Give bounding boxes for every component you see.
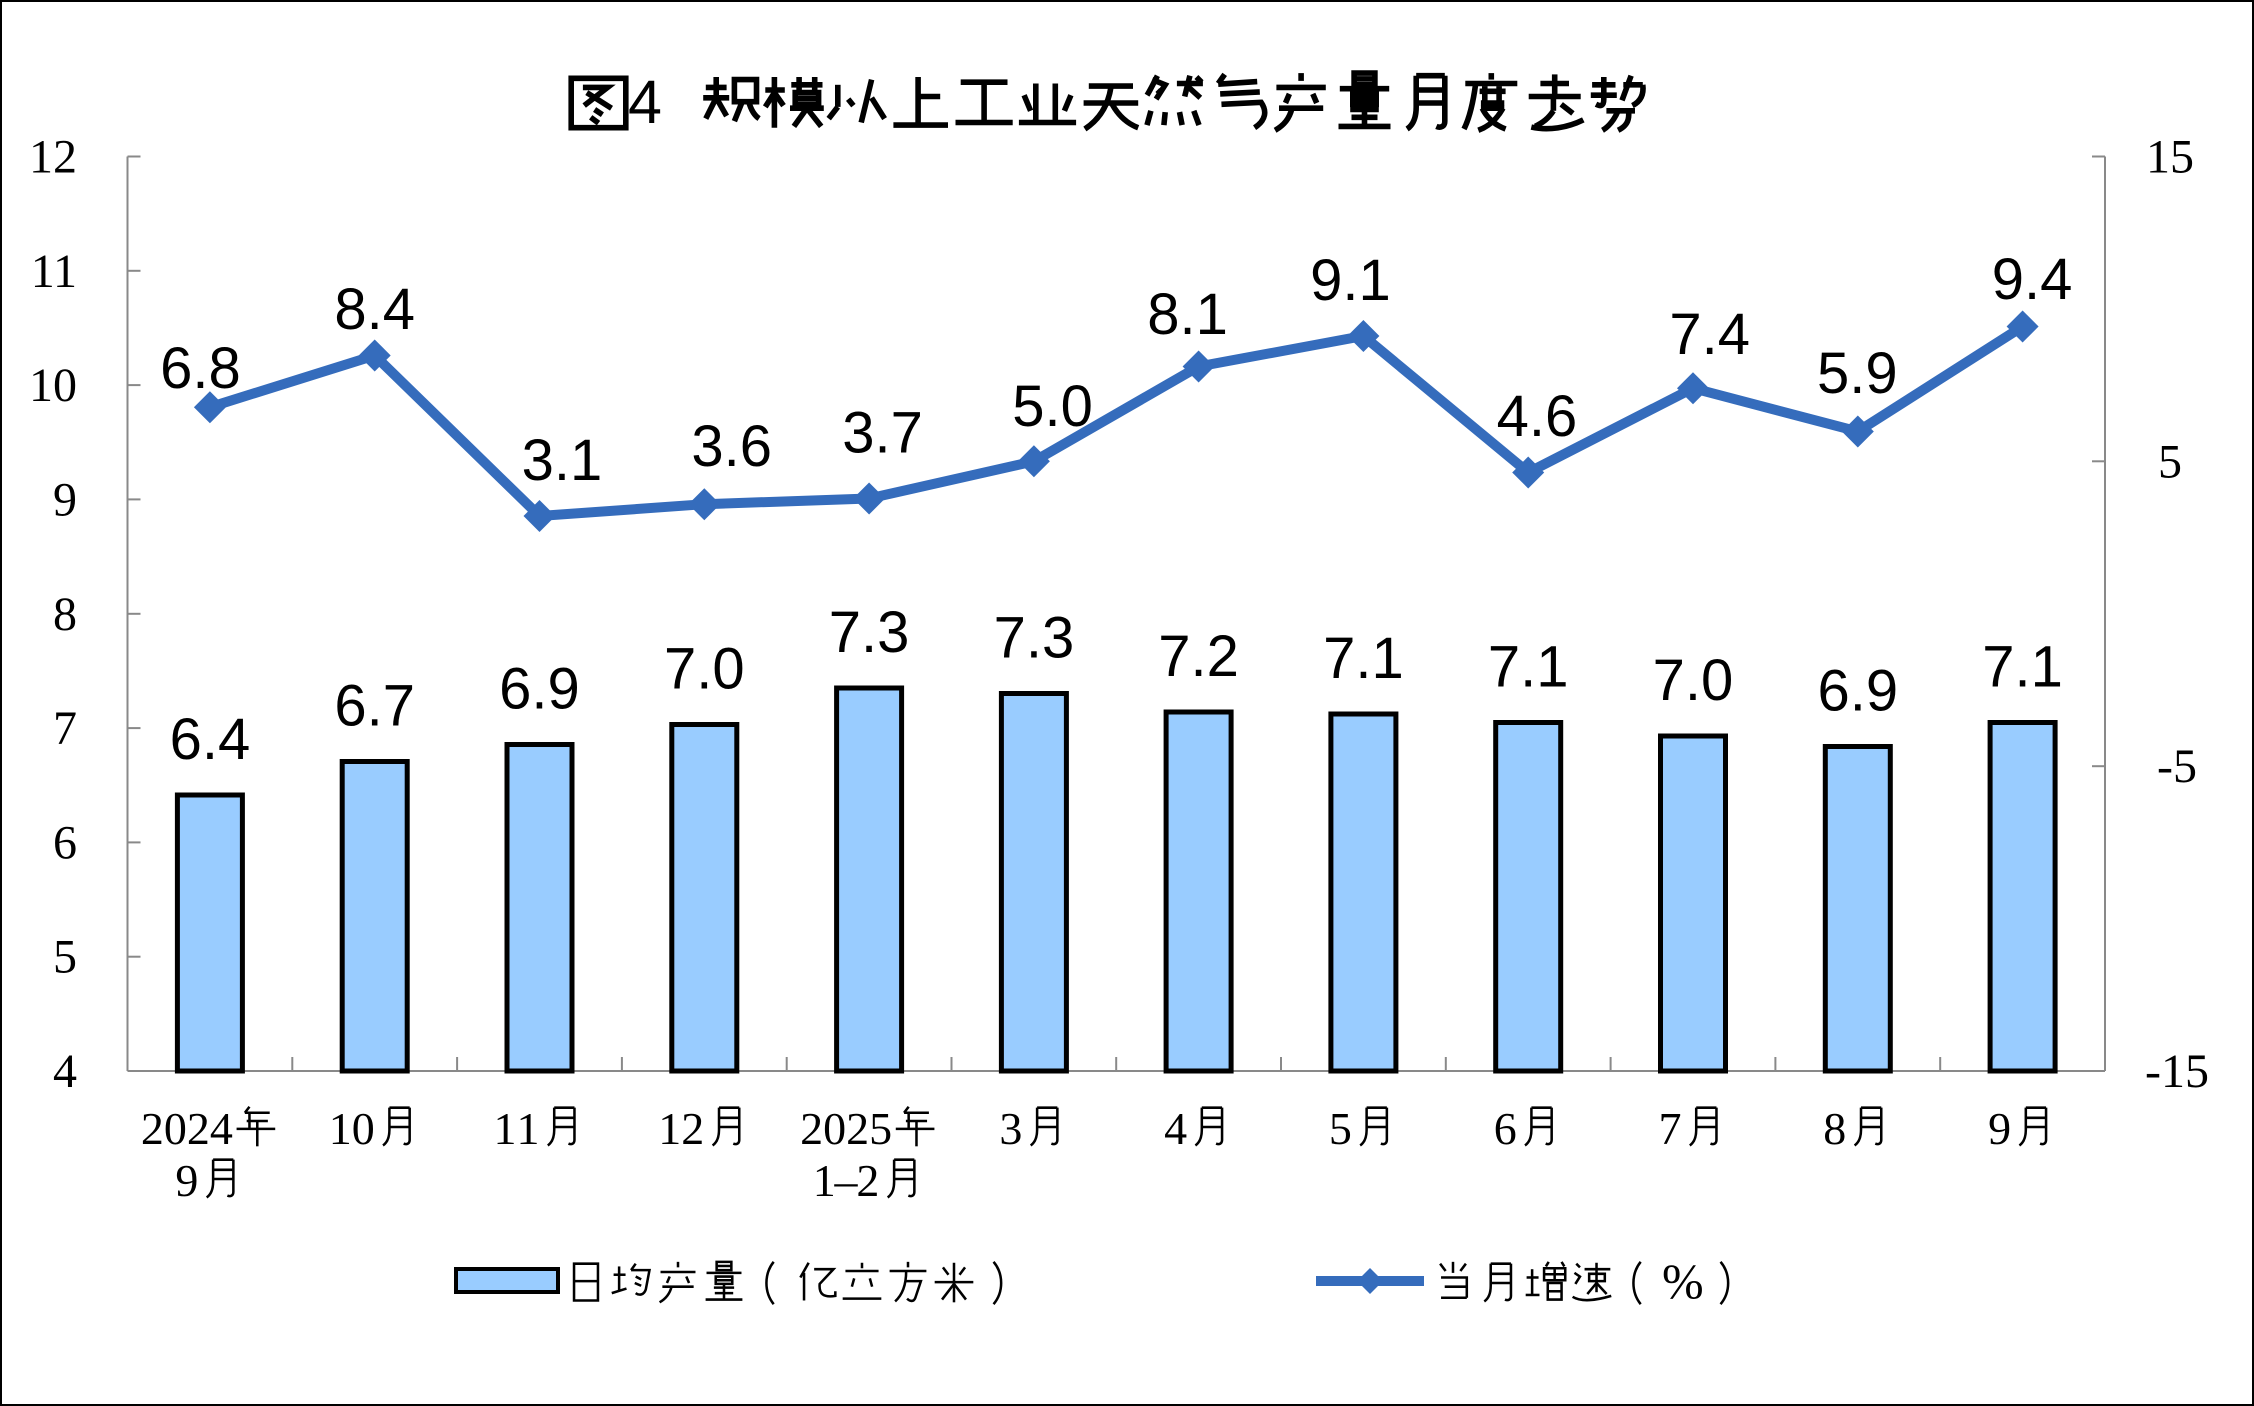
- svg-text:11: 11: [31, 245, 77, 298]
- svg-text:8: 8: [53, 588, 77, 641]
- svg-text:5: 5: [1329, 1103, 1352, 1154]
- svg-text:7.1: 7.1: [1488, 635, 1569, 700]
- svg-text:11: 11: [494, 1103, 540, 1154]
- svg-text:7: 7: [1659, 1103, 1682, 1154]
- svg-text:2024: 2024: [141, 1103, 233, 1154]
- svg-text:8.4: 8.4: [334, 277, 415, 342]
- svg-text:3.6: 3.6: [691, 414, 772, 479]
- svg-text:9: 9: [1988, 1103, 2011, 1154]
- svg-text:6: 6: [1494, 1103, 1517, 1154]
- svg-text:7.1: 7.1: [1323, 626, 1404, 691]
- svg-text:4: 4: [628, 68, 662, 136]
- svg-text:7.3: 7.3: [994, 606, 1075, 671]
- svg-text:%: %: [1662, 1253, 1704, 1309]
- svg-text:10: 10: [329, 1103, 375, 1154]
- svg-text:7.4: 7.4: [1669, 302, 1750, 367]
- svg-text:1–2: 1–2: [813, 1155, 880, 1206]
- svg-text:6.9: 6.9: [499, 657, 580, 722]
- svg-text:2025: 2025: [800, 1103, 892, 1154]
- svg-text:5.0: 5.0: [1012, 374, 1093, 439]
- svg-text:3.7: 3.7: [842, 400, 923, 465]
- svg-text:8.1: 8.1: [1147, 282, 1228, 347]
- svg-text:6.4: 6.4: [170, 707, 251, 772]
- svg-text:5: 5: [2158, 435, 2182, 488]
- svg-text:4.6: 4.6: [1497, 384, 1578, 449]
- svg-text:12: 12: [658, 1103, 704, 1154]
- svg-text:7.0: 7.0: [664, 637, 745, 702]
- svg-text:6: 6: [53, 816, 77, 869]
- svg-text:15: 15: [2146, 131, 2194, 184]
- svg-text:7.2: 7.2: [1158, 624, 1239, 689]
- svg-text:-5: -5: [2157, 740, 2197, 793]
- svg-text:3: 3: [999, 1103, 1022, 1154]
- svg-text:9: 9: [53, 473, 77, 526]
- svg-text:7.0: 7.0: [1653, 648, 1734, 713]
- svg-text:5.9: 5.9: [1817, 341, 1898, 406]
- svg-text:7.1: 7.1: [1982, 635, 2063, 700]
- svg-text:4: 4: [1164, 1103, 1187, 1154]
- svg-text:9.4: 9.4: [1992, 247, 2073, 312]
- svg-text:8: 8: [1823, 1103, 1846, 1154]
- svg-text:4: 4: [53, 1045, 77, 1098]
- svg-text:6.8: 6.8: [160, 336, 241, 401]
- svg-text:9.1: 9.1: [1310, 248, 1391, 313]
- svg-text:-15: -15: [2145, 1045, 2209, 1098]
- svg-text:7.3: 7.3: [829, 600, 910, 665]
- svg-text:10: 10: [29, 359, 77, 412]
- svg-text:9: 9: [175, 1155, 198, 1206]
- svg-text:12: 12: [29, 131, 77, 184]
- svg-text:6.7: 6.7: [334, 674, 415, 739]
- svg-text:6.9: 6.9: [1817, 659, 1898, 724]
- svg-text:7: 7: [53, 702, 77, 755]
- svg-text:5: 5: [53, 931, 77, 984]
- svg-text:3.1: 3.1: [522, 428, 603, 493]
